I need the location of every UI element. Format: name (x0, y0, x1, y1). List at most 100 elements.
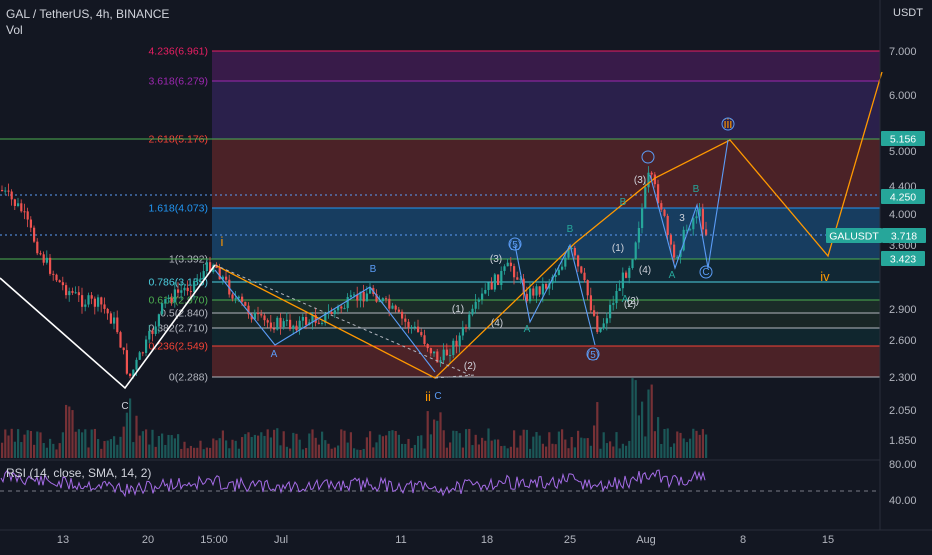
candle-body (423, 335, 426, 345)
candle-body (180, 290, 183, 293)
volume-bar (189, 445, 192, 458)
candle-body (77, 292, 80, 296)
volume-bar (199, 440, 202, 458)
volume-bar (593, 425, 596, 458)
candle-body (580, 266, 583, 273)
candle-body (263, 315, 266, 321)
fib-level-label: 0.618(2.970) (148, 295, 208, 307)
volume-bar (369, 431, 372, 458)
volume-bar (49, 438, 52, 458)
candle-body (404, 318, 407, 322)
candle-body (65, 285, 68, 296)
volume-bar (45, 447, 48, 458)
price-tick: 6.000 (889, 90, 917, 102)
candle-body (413, 326, 416, 328)
volume-bar (170, 435, 173, 458)
wave-circle (721, 117, 735, 131)
volume-bar (602, 432, 605, 458)
candle-body (247, 305, 250, 315)
wave-label: (2) (464, 361, 476, 372)
fib-band (212, 208, 880, 259)
fib-band (212, 139, 880, 208)
candle-body (439, 360, 442, 363)
volume-bar (269, 437, 272, 458)
volume-bar (17, 429, 20, 458)
candle-body (641, 207, 644, 228)
candle-body (471, 308, 474, 315)
volume-bar (442, 430, 445, 458)
volume-bar (660, 443, 663, 458)
candle-body (340, 306, 343, 309)
candle-body (333, 310, 336, 315)
candle-body (689, 229, 692, 231)
candle-body (52, 273, 55, 275)
volume-bar (241, 437, 244, 458)
volume-bar (455, 430, 458, 458)
volume-bar (609, 441, 612, 458)
volume-bar (138, 435, 141, 458)
candle-body (551, 276, 554, 284)
candle-body (97, 297, 100, 307)
candle-body (673, 244, 676, 258)
wave-label: B (370, 264, 377, 275)
wave-circle (699, 265, 713, 279)
volume-bar (682, 438, 685, 458)
candle-body (401, 311, 404, 319)
fib-level-label: 0.382(2.710) (148, 323, 208, 335)
abc-zigzag (649, 139, 729, 270)
candle-body (589, 295, 592, 311)
wave-label: (1) (612, 243, 624, 254)
candle-body (202, 271, 205, 279)
volume-bar (391, 430, 394, 458)
volume-bar (487, 428, 490, 458)
candle-body (167, 297, 170, 300)
candle-body (388, 298, 391, 309)
time-tick: 15:00 (200, 534, 228, 546)
candle-body (631, 259, 634, 269)
volume-bar (689, 438, 692, 458)
volume-bar (410, 448, 413, 458)
volume-bar (282, 431, 285, 458)
candle-body (663, 209, 666, 216)
volume-bar (231, 439, 234, 458)
candle-body (669, 234, 672, 245)
candle-body (269, 322, 272, 329)
volume-bar (346, 442, 349, 458)
volume-bar (109, 439, 112, 458)
candle-body (682, 229, 685, 251)
volume-label: Vol (6, 23, 23, 37)
wave-label: (2) (627, 296, 639, 307)
volume-bar (97, 439, 100, 458)
candle-body (410, 326, 413, 328)
fib-level-label: 0.5(2.840) (160, 308, 208, 320)
volume-bar (705, 434, 708, 458)
candle-body (436, 351, 439, 363)
volume-bar (669, 446, 672, 458)
candle-body (618, 288, 621, 291)
price-tick: 2.300 (889, 372, 917, 384)
volume-bar (317, 444, 320, 458)
volume-bar (417, 435, 420, 458)
volume-bar (596, 402, 599, 458)
volume-bar (484, 440, 487, 458)
volume-bar (394, 431, 397, 458)
dashed-line (434, 374, 476, 379)
volume-bar (74, 431, 77, 458)
candle-body (42, 254, 45, 263)
wave-label: A (669, 270, 676, 281)
volume-bar (295, 433, 298, 458)
volume-bar (577, 430, 580, 458)
volume-bar (634, 380, 637, 458)
candle-body (458, 335, 461, 347)
candle-body (90, 295, 93, 299)
candle-body (103, 304, 106, 309)
volume-bar (439, 412, 442, 458)
volume-bar (103, 441, 106, 458)
candle-body (61, 282, 64, 286)
candle-body (468, 314, 471, 328)
candle-body (647, 172, 650, 188)
candle-body (381, 298, 384, 302)
wave-label: (1) (452, 304, 464, 315)
